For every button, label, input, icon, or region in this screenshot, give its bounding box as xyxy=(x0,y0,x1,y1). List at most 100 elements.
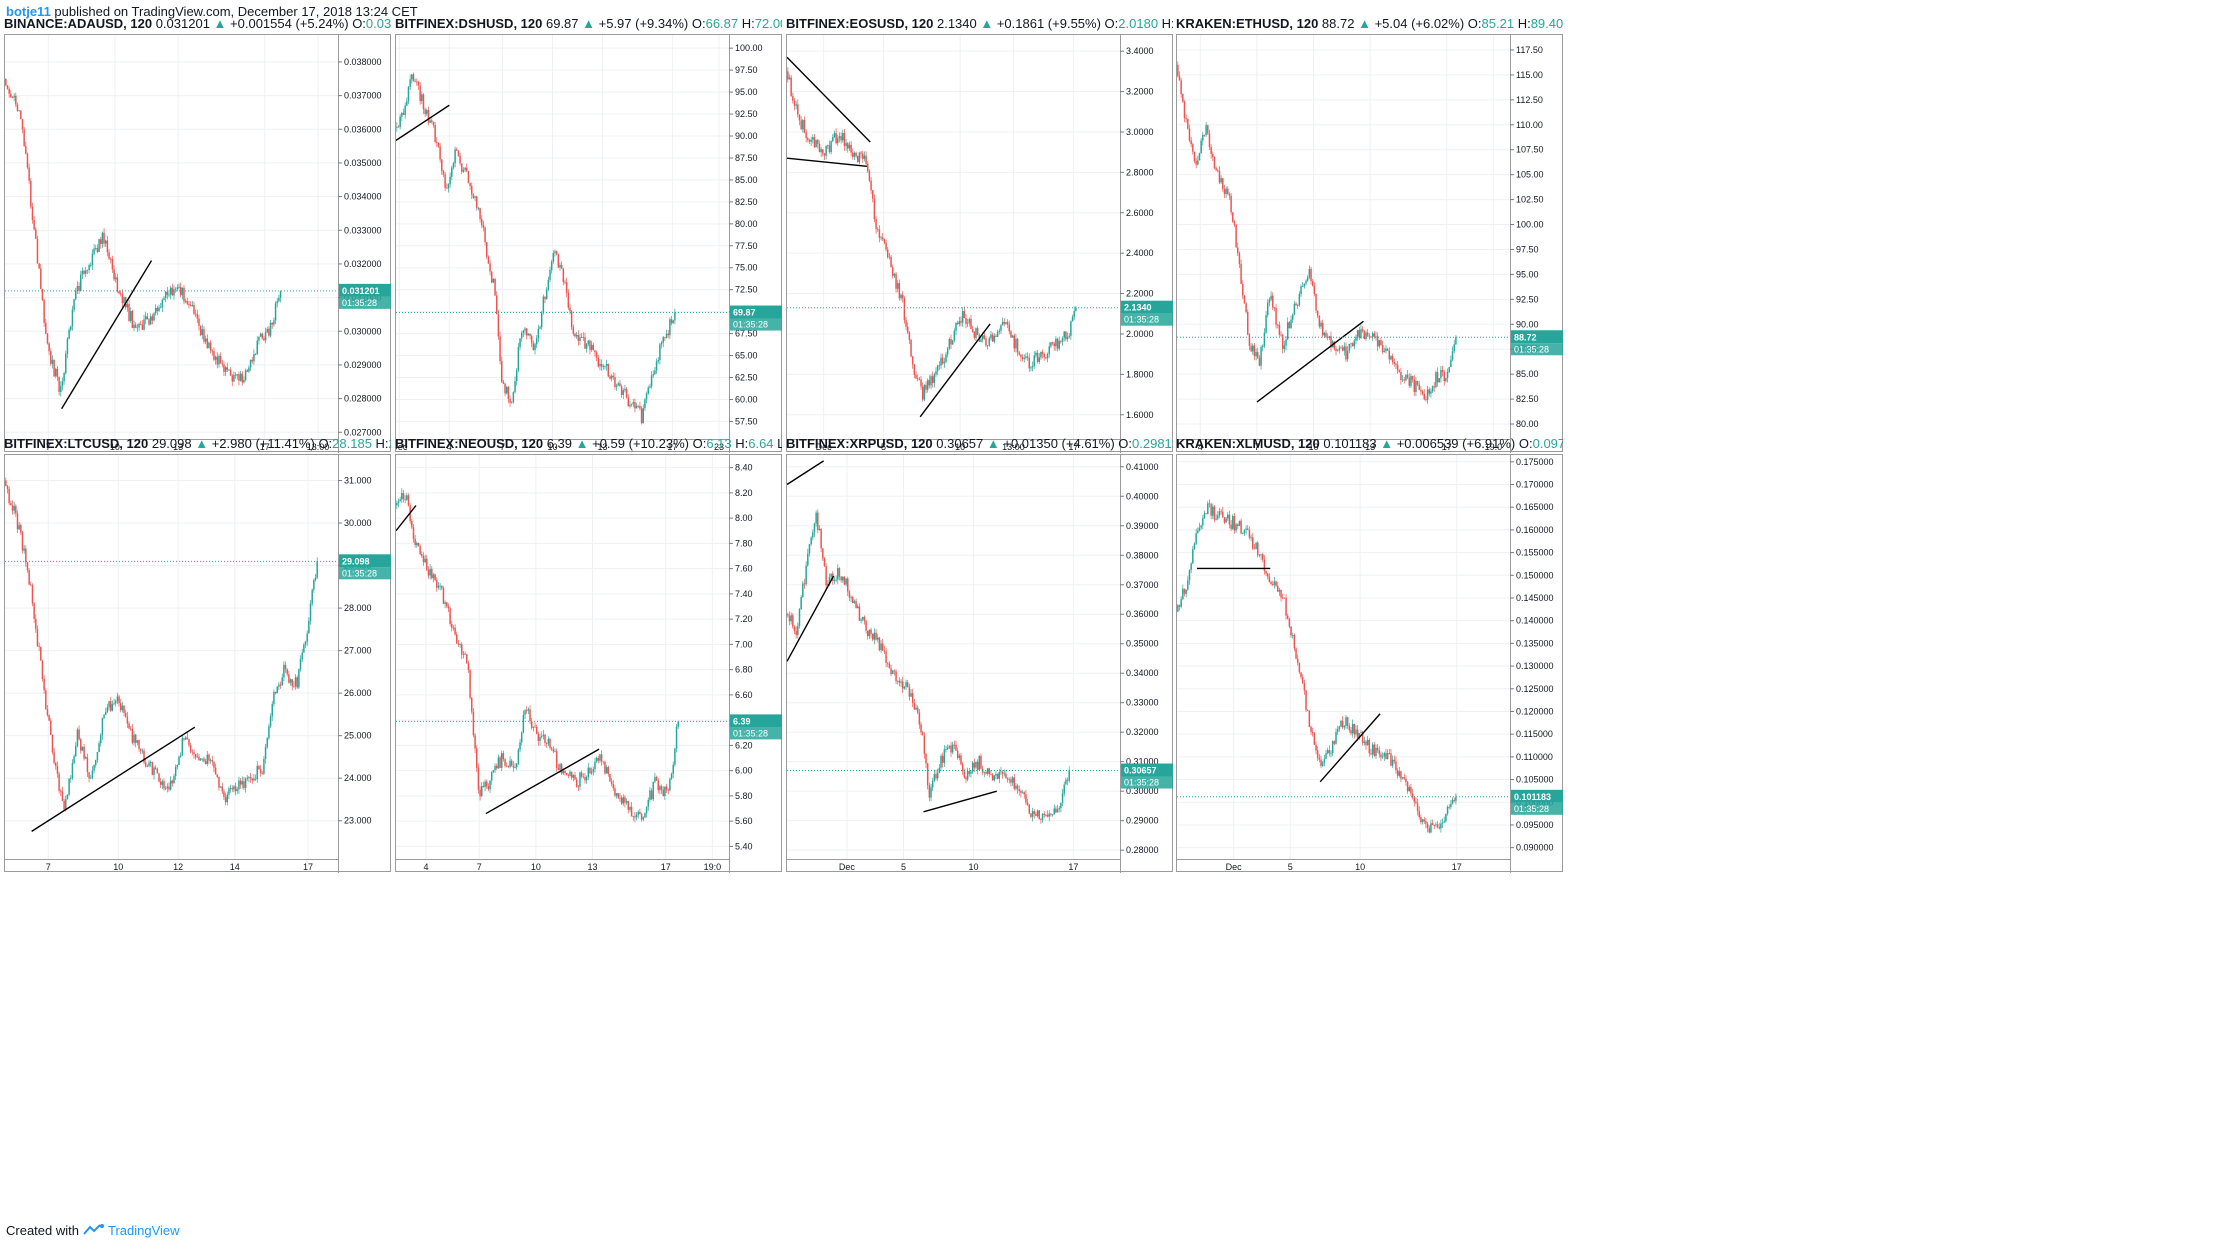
x-tick-label: 13 xyxy=(597,442,607,452)
candle xyxy=(1200,524,1202,530)
candle xyxy=(113,698,115,705)
candle xyxy=(1283,597,1286,599)
candle xyxy=(537,324,540,343)
open-value: 0.29812 xyxy=(1132,436,1173,451)
candle xyxy=(134,322,137,329)
candle xyxy=(1405,374,1407,382)
candle xyxy=(557,253,560,269)
candle xyxy=(970,770,972,778)
candle xyxy=(602,761,605,765)
candle xyxy=(65,350,67,375)
candle xyxy=(1376,744,1379,753)
tradingview-brand-link[interactable]: TradingView xyxy=(108,1223,180,1238)
candle xyxy=(539,733,541,746)
candle xyxy=(286,668,288,677)
candle xyxy=(1438,378,1440,383)
price-chart[interactable]: 0.41000 0.40000 0.39000 0.38000 0.37000 0.360… xyxy=(786,454,1173,873)
candle xyxy=(236,374,239,380)
candle xyxy=(45,688,47,710)
candle xyxy=(1430,388,1432,398)
price-chart[interactable]: 8.40 8.20 8.00 7.80 7.60 7.40 7.20 7.00 6.80 6.60… xyxy=(395,454,782,873)
x-tick-label: 4 xyxy=(1198,442,1203,452)
candle xyxy=(1403,773,1406,781)
candle xyxy=(224,792,227,806)
candle xyxy=(156,767,159,774)
candle xyxy=(261,770,263,775)
open-label: O: xyxy=(1467,16,1482,31)
candle xyxy=(128,300,130,322)
candle xyxy=(662,786,664,797)
price-chart[interactable]: 3.4000 3.2000 3.0000 2.8000 2.6000 2.4000 2.20… xyxy=(786,34,1173,453)
candle xyxy=(1378,339,1381,349)
candle xyxy=(1425,395,1427,402)
candle xyxy=(550,746,553,751)
candle xyxy=(213,347,215,362)
candle xyxy=(527,707,530,715)
candle xyxy=(925,752,927,769)
price-chart[interactable]: 100.00 97.50 95.00 92.50 90.00 87.50 85.00 82.5… xyxy=(395,34,782,453)
candle xyxy=(51,355,54,369)
y-tick-label: 0.033000 xyxy=(344,225,382,235)
candle xyxy=(466,653,468,664)
candle xyxy=(456,147,458,151)
candle xyxy=(991,332,994,343)
candle xyxy=(83,269,85,275)
candle xyxy=(504,382,506,397)
last-price: 6.39 xyxy=(546,436,576,451)
candle xyxy=(1035,350,1037,358)
y-tick-label: 0.027000 xyxy=(344,427,382,437)
candle xyxy=(223,789,225,801)
candle xyxy=(610,777,613,787)
candle xyxy=(1400,367,1402,385)
y-tick-label: 0.41000 xyxy=(1126,462,1159,472)
candle xyxy=(1065,330,1067,342)
candle xyxy=(951,741,954,755)
y-tick-label: 0.34000 xyxy=(1126,668,1159,678)
price-chart[interactable]: 31.00030.00029.00028.00027.00026.00025.0… xyxy=(4,454,391,873)
candle xyxy=(31,202,34,224)
price-chart[interactable]: 117.50 115.00 112.50 110.00 107.50 105.00 102.… xyxy=(1176,34,1563,453)
candle xyxy=(293,681,295,689)
candle xyxy=(657,356,659,364)
candle xyxy=(304,640,307,648)
candle xyxy=(198,753,200,761)
y-tick-label: 72.50 xyxy=(735,285,758,295)
candle xyxy=(484,226,486,246)
candle xyxy=(1271,292,1274,311)
candle xyxy=(449,172,451,188)
candle xyxy=(1390,748,1392,767)
candle xyxy=(1180,596,1182,609)
price-chart[interactable]: 0.175000 0.170000 0.165000 0.160000 0.155000… xyxy=(1176,454,1563,873)
candle xyxy=(552,746,555,754)
y-tick-label: 0.110000 xyxy=(1516,752,1553,762)
candle xyxy=(620,795,623,806)
change-arrow-icon: ▲ xyxy=(1380,436,1397,451)
candle xyxy=(552,250,555,264)
candle xyxy=(1058,805,1060,813)
candle xyxy=(642,404,645,424)
candle xyxy=(479,786,481,801)
candle xyxy=(144,758,147,768)
candle xyxy=(173,773,175,784)
candle xyxy=(604,365,606,370)
candle xyxy=(248,365,250,373)
candle xyxy=(860,151,862,159)
candle xyxy=(976,759,979,775)
candle xyxy=(13,501,15,515)
candle xyxy=(797,622,799,639)
x-tick-label: 17 xyxy=(1442,442,1452,452)
candle xyxy=(263,755,265,775)
candle xyxy=(529,333,531,340)
candle xyxy=(467,170,470,184)
candle xyxy=(164,291,167,303)
candle xyxy=(1008,777,1011,784)
candle xyxy=(1217,168,1219,173)
candle xyxy=(296,675,298,689)
candle xyxy=(1271,580,1274,587)
candle xyxy=(860,617,862,624)
author-link[interactable]: botje11 xyxy=(6,4,51,19)
x-tick-label: 13:00 xyxy=(307,442,330,452)
price-chart[interactable]: 0.038000 0.037000 0.036000 0.035000 0.034000… xyxy=(4,34,391,453)
candle xyxy=(406,97,408,107)
